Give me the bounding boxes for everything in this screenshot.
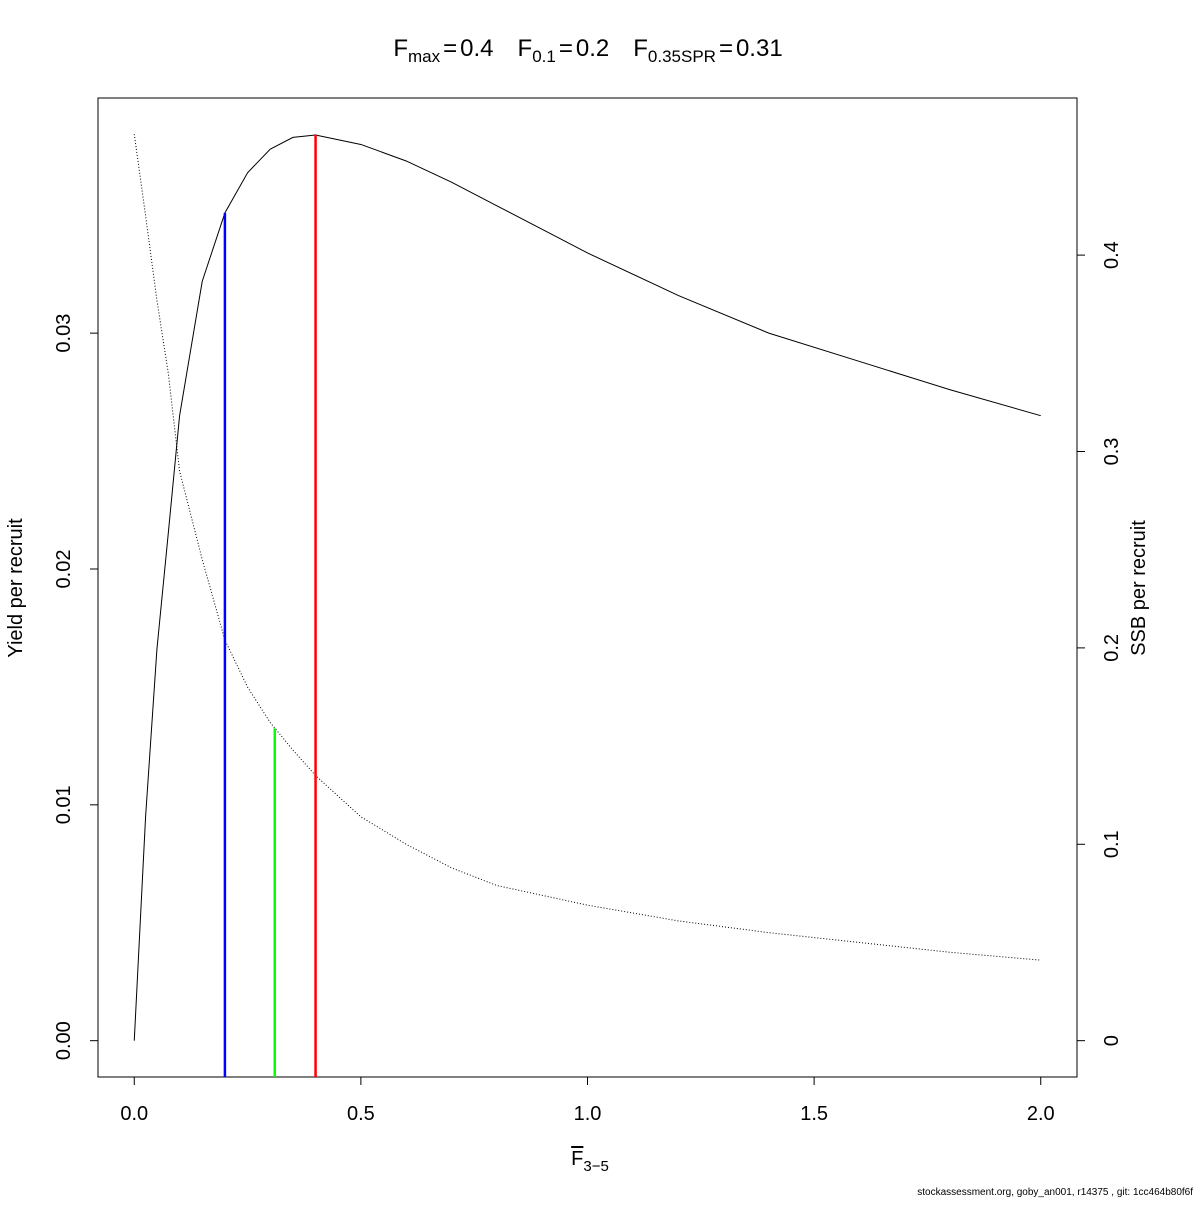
x-label-subscript: 3−5	[583, 1158, 608, 1175]
title-value: 0.2	[576, 35, 609, 62]
x-tick-label: 2.0	[1027, 1103, 1055, 1125]
x-tick-label: 1.5	[800, 1103, 828, 1125]
x-tick-label: 0.5	[347, 1103, 375, 1125]
x-label-symbol: F	[571, 1148, 583, 1170]
y2-tick-label: 0	[1101, 1035, 1123, 1046]
title-subscript: 0.1	[532, 47, 556, 66]
title-value: 0.31	[736, 35, 783, 62]
title-symbol: F	[518, 35, 533, 62]
y-tick-label: 0.02	[53, 550, 75, 589]
series-line	[133, 134, 1041, 1041]
chart-title: Fmax = 0.4 F0.1 = 0.2 F0.35SPR = 0.31	[393, 35, 782, 66]
plot-frame	[97, 97, 1078, 1078]
footer: stockassessment.org, goby_an001, r14375 …	[917, 1187, 1193, 1198]
y2-tick-label: 0.2	[1101, 634, 1123, 662]
x-axis-label: F3−5	[571, 1148, 609, 1175]
y2-tick-label: 0.4	[1101, 241, 1123, 269]
x-tick-label: 0.0	[120, 1103, 148, 1125]
y-tick-label: 0.03	[53, 314, 75, 353]
title-subscript: 0.35SPR	[648, 47, 716, 66]
y2-tick-label: 0.1	[1101, 830, 1123, 858]
x-tick-label: 1.0	[574, 1103, 602, 1125]
title-symbol: F	[633, 35, 648, 62]
y-tick-label: 0.01	[53, 785, 75, 824]
title-symbol: F	[393, 35, 408, 62]
title-subscript: max	[408, 47, 441, 66]
title-operator: =	[719, 35, 733, 62]
title-value: 0.4	[460, 35, 493, 62]
title-operator: =	[559, 35, 573, 62]
series-line	[133, 134, 1041, 961]
y-axis-label: Yield per recruit	[5, 518, 27, 658]
title-operator: =	[443, 35, 457, 62]
y-tick-label: 0.00	[53, 1021, 75, 1060]
y2-tick-label: 0.3	[1101, 438, 1123, 466]
y2-axis-label: SSB per recruit	[1128, 520, 1150, 656]
